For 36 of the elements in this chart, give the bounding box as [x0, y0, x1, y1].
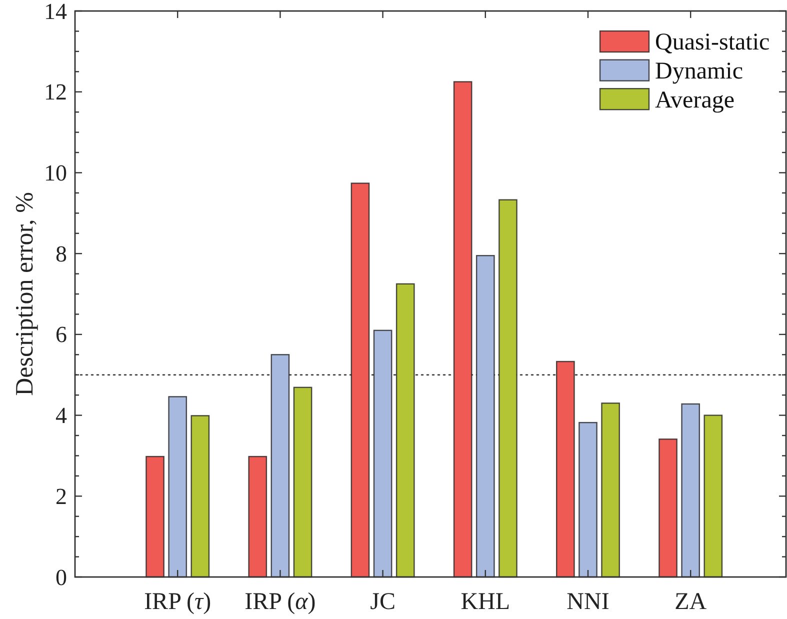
legend-label: Average [655, 87, 734, 114]
y-tick-label: 2 [56, 484, 67, 509]
x-tick-label: JC [370, 589, 396, 615]
bar [704, 414, 723, 578]
bar [453, 81, 472, 578]
bar [498, 199, 518, 578]
legend-label: Dynamic [655, 58, 743, 84]
y-tick-label: 14 [44, 0, 68, 24]
y-tick-label: 6 [56, 322, 67, 348]
bar [681, 403, 700, 578]
bar [190, 415, 210, 578]
y-tick-label: 4 [56, 403, 68, 428]
legend-label: Quasi-static [655, 30, 770, 56]
x-tick-label: NNI [566, 589, 610, 615]
bar [373, 330, 392, 578]
bar [270, 354, 290, 578]
bar [350, 182, 370, 578]
y-axis-title: Description error, % [12, 192, 38, 396]
x-tick-label: IRP (τ) [144, 589, 212, 615]
bar [578, 422, 598, 578]
bar [658, 438, 678, 578]
y-tick-label: 10 [44, 160, 67, 186]
bar [248, 456, 268, 578]
bar [146, 456, 164, 578]
y-tick-label: 0 [56, 564, 67, 590]
bar [476, 254, 495, 578]
bar [168, 396, 188, 578]
x-tick-label: IRP (α) [244, 589, 316, 615]
bar [556, 360, 575, 578]
x-tick-label: KHL [460, 589, 510, 615]
bar [601, 402, 620, 578]
y-tick-label: 12 [44, 80, 67, 105]
y-tick-label: 8 [56, 241, 67, 266]
bar [293, 386, 312, 578]
bar [396, 283, 415, 578]
x-tick-label: ZA [674, 589, 708, 615]
